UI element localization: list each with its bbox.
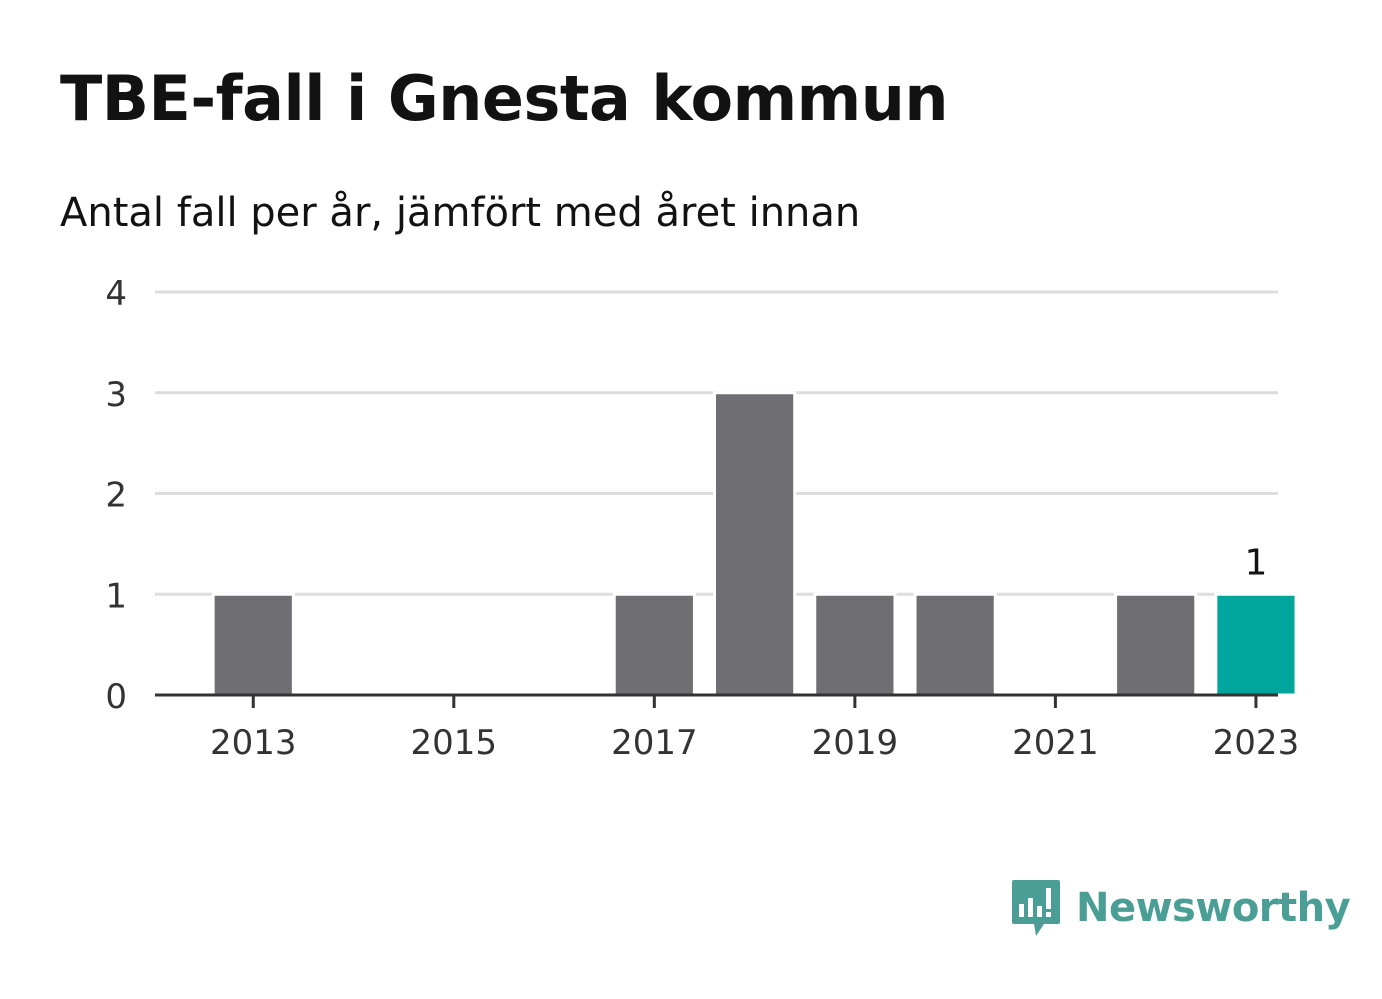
y-tick-label: 4 [105,274,127,314]
bar [813,592,897,697]
y-tick-label: 2 [105,476,127,516]
x-tick-label: 2021 [1012,723,1099,763]
data-label: 1 [1244,542,1267,583]
bar [612,592,696,697]
brand-name: Newsworthy [1076,885,1351,931]
bars [211,391,1298,697]
x-tick-label: 2023 [1213,723,1300,763]
y-tick-label: 0 [105,677,127,717]
x-tick-label: 2019 [812,723,899,763]
chart-title: TBE-fall i Gnesta kommun [60,62,949,135]
newsworthy-logo-icon [1012,880,1060,936]
bar [211,592,295,697]
axes [155,693,1278,708]
x-tick-label: 2015 [411,723,498,763]
chart-subtitle: Antal fall per år, jämfört med året inna… [60,190,861,236]
y-tick-label: 1 [105,576,127,616]
y-tick-label: 3 [105,375,127,415]
labels: 0 1 2 3 4 1 2013 2015 2017 2019 2021 2023 [105,274,1299,763]
bar [913,592,997,697]
bar [712,391,797,697]
newsworthy-brand: Newsworthy [1010,878,1351,938]
x-tick-label: 2017 [611,723,698,763]
x-tick-label: 2013 [210,723,297,763]
bar [1114,592,1198,697]
bar-highlight [1214,592,1298,697]
